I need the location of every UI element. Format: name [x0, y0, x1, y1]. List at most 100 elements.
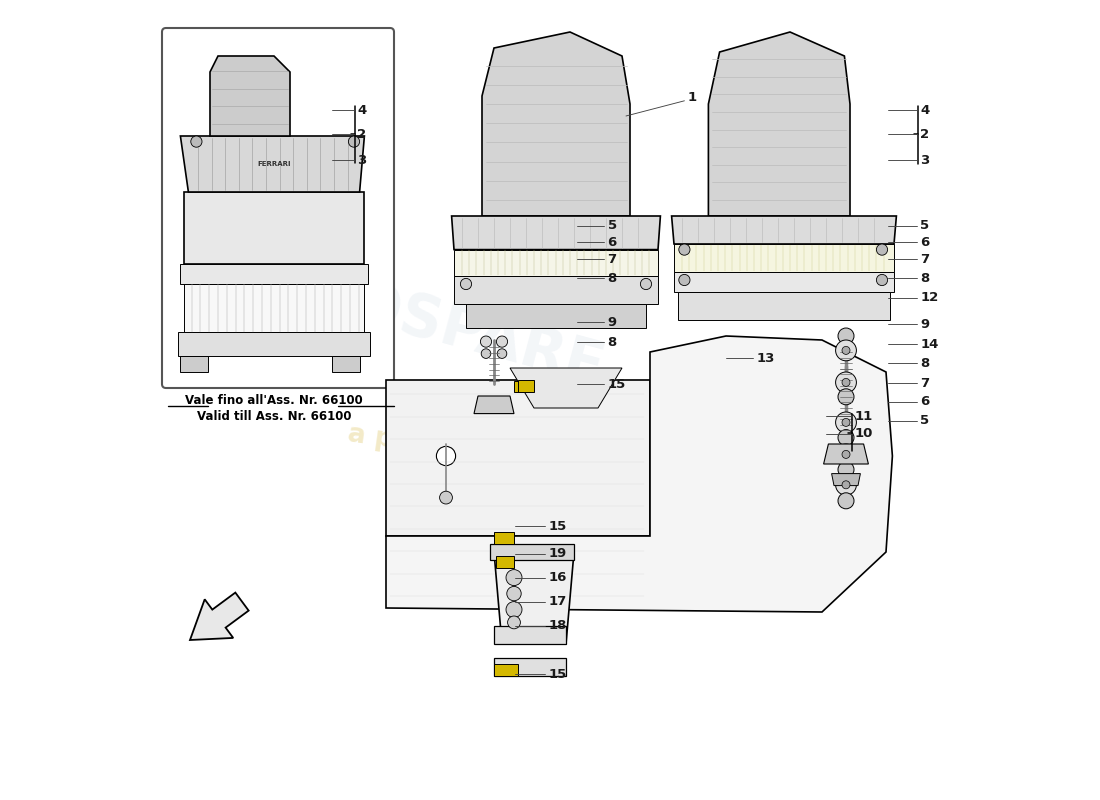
Text: 10: 10 — [855, 427, 873, 440]
Circle shape — [836, 474, 857, 495]
Circle shape — [842, 346, 850, 354]
FancyArrow shape — [190, 593, 249, 640]
Circle shape — [842, 418, 850, 426]
Circle shape — [506, 570, 522, 586]
Circle shape — [440, 491, 452, 504]
Polygon shape — [678, 292, 890, 320]
Circle shape — [461, 278, 472, 290]
Circle shape — [496, 336, 507, 347]
Circle shape — [836, 444, 857, 465]
Polygon shape — [180, 264, 367, 284]
Circle shape — [842, 450, 850, 458]
Text: 9: 9 — [607, 316, 617, 329]
Text: 6: 6 — [921, 236, 929, 249]
Polygon shape — [494, 552, 574, 644]
Text: EUROSPARE: EUROSPARE — [218, 242, 610, 398]
FancyBboxPatch shape — [162, 28, 394, 388]
Polygon shape — [210, 56, 290, 136]
Polygon shape — [494, 664, 518, 676]
Circle shape — [842, 378, 850, 386]
Polygon shape — [708, 32, 850, 216]
Circle shape — [507, 616, 520, 629]
Text: 5: 5 — [607, 219, 617, 232]
Polygon shape — [674, 272, 894, 292]
Text: Valid till Ass. Nr. 66100: Valid till Ass. Nr. 66100 — [197, 410, 351, 422]
Circle shape — [842, 481, 850, 489]
Polygon shape — [494, 658, 566, 676]
Polygon shape — [454, 276, 658, 304]
Text: a passion for parts.it: a passion for parts.it — [345, 422, 659, 490]
Circle shape — [497, 349, 507, 358]
Polygon shape — [180, 136, 364, 192]
Text: 7: 7 — [607, 253, 617, 266]
Polygon shape — [482, 32, 630, 216]
Text: 16: 16 — [549, 571, 566, 584]
Text: 4: 4 — [921, 104, 929, 117]
Text: 12: 12 — [921, 291, 938, 304]
Text: 8: 8 — [921, 272, 929, 285]
Text: 17: 17 — [549, 595, 566, 608]
Polygon shape — [510, 368, 622, 408]
Polygon shape — [331, 356, 361, 372]
Text: 15: 15 — [549, 668, 566, 681]
Text: 7: 7 — [921, 377, 929, 390]
Circle shape — [506, 602, 522, 618]
Polygon shape — [674, 244, 894, 272]
Polygon shape — [514, 381, 530, 392]
Polygon shape — [474, 396, 514, 414]
Text: 19: 19 — [549, 547, 566, 560]
Polygon shape — [386, 336, 892, 612]
Text: 8: 8 — [921, 357, 929, 370]
Polygon shape — [494, 626, 566, 644]
Circle shape — [437, 446, 455, 466]
Text: 15: 15 — [607, 378, 626, 390]
Circle shape — [838, 389, 854, 405]
Text: 7: 7 — [921, 253, 929, 266]
Polygon shape — [184, 284, 364, 332]
Circle shape — [349, 136, 360, 147]
Circle shape — [838, 493, 854, 509]
Circle shape — [640, 278, 651, 290]
Text: 8: 8 — [607, 272, 617, 285]
Polygon shape — [466, 304, 646, 328]
Text: 11: 11 — [855, 410, 873, 422]
Text: 5: 5 — [921, 414, 929, 427]
Text: 2: 2 — [358, 128, 366, 141]
Circle shape — [836, 340, 857, 361]
Circle shape — [679, 274, 690, 286]
Polygon shape — [832, 474, 860, 486]
Circle shape — [679, 244, 690, 255]
Text: 18: 18 — [549, 619, 566, 632]
Circle shape — [877, 244, 888, 255]
Polygon shape — [386, 380, 650, 536]
Text: 14: 14 — [921, 338, 938, 350]
Text: 2: 2 — [921, 128, 929, 141]
Polygon shape — [518, 380, 534, 392]
Text: 13: 13 — [757, 352, 774, 365]
Text: Vale fino all'Ass. Nr. 66100: Vale fino all'Ass. Nr. 66100 — [185, 394, 363, 406]
Text: 4: 4 — [358, 104, 366, 117]
Circle shape — [481, 336, 492, 347]
Text: 6: 6 — [607, 236, 617, 249]
Text: 9: 9 — [921, 318, 929, 330]
Polygon shape — [454, 250, 658, 276]
Polygon shape — [178, 332, 370, 356]
Text: FERRARI: FERRARI — [257, 161, 290, 167]
Circle shape — [507, 586, 521, 601]
Text: 5: 5 — [921, 219, 929, 232]
Circle shape — [190, 136, 202, 147]
Circle shape — [836, 412, 857, 433]
Text: 3: 3 — [921, 154, 929, 166]
Polygon shape — [496, 556, 514, 568]
Polygon shape — [452, 216, 660, 250]
Polygon shape — [672, 216, 896, 244]
Polygon shape — [184, 192, 364, 264]
Polygon shape — [179, 356, 208, 372]
Circle shape — [836, 372, 857, 393]
Circle shape — [838, 430, 854, 446]
Polygon shape — [494, 532, 514, 544]
Text: 1: 1 — [688, 91, 696, 104]
Polygon shape — [490, 544, 574, 560]
Circle shape — [481, 349, 491, 358]
Text: 15: 15 — [549, 520, 566, 533]
